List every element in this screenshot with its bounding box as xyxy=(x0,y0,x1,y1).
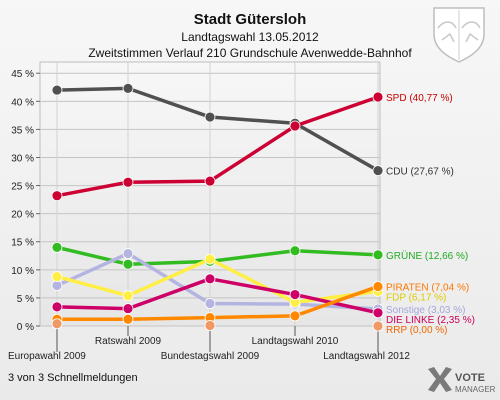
data-point-spd xyxy=(204,175,216,187)
y-axis: 0 % 5 % 10 % 15 % 20 % 25 % 30 % 35 % 40 % 45 % xyxy=(11,69,40,333)
data-point-die-linke xyxy=(204,273,216,285)
y-tick-label: 15 % xyxy=(11,238,34,249)
x-tick-label: Europawahl 2009 xyxy=(8,351,86,362)
end-labels: SPD (40,77 %) CDU (27,67 %) GRÜNE (12,66 %… xyxy=(386,93,475,336)
y-tick-label: 20 % xyxy=(11,210,34,221)
y-tick-label: 10 % xyxy=(11,266,34,277)
x-tick-label: Landtagswahl 2010 xyxy=(252,336,339,347)
data-point-piraten xyxy=(289,310,301,322)
data-point-fdp xyxy=(51,271,63,282)
data-point-gr-ne xyxy=(372,249,384,261)
data-point-cdu xyxy=(122,83,134,94)
data-point-piraten xyxy=(122,313,134,325)
logo-text-vote: VOTE xyxy=(455,372,485,384)
data-point-spd xyxy=(51,190,63,202)
data-point-die-linke xyxy=(122,303,134,314)
y-tick-label: 35 % xyxy=(11,125,34,136)
chart-subtitle: Landtagswahl 13.05.2012 xyxy=(181,30,319,44)
data-point-cdu xyxy=(372,165,384,176)
y-tick-label: 25 % xyxy=(11,182,34,193)
series-end-label-die-linke: DIE LINKE (2,35 %) xyxy=(386,315,475,326)
data-point-spd xyxy=(372,91,384,103)
x-tick-label: Ratswahl 2009 xyxy=(95,336,162,347)
data-point-cdu xyxy=(204,111,216,123)
y-tick-label: 45 % xyxy=(11,69,34,80)
series-end-label-spd: SPD (40,77 %) xyxy=(386,93,453,104)
data-point-spd xyxy=(122,176,134,188)
series-end-label-cdu: CDU (27,67 %) xyxy=(386,167,454,178)
votemanager-logo: VOTE MANAGER xyxy=(428,367,496,394)
series-end-label-sonstige: Sonstige (3,03 %) xyxy=(386,305,466,316)
data-point-die-linke xyxy=(51,301,63,313)
data-point-piraten xyxy=(372,281,384,292)
data-point-rrp xyxy=(372,320,384,332)
y-tick-label: 5 % xyxy=(17,294,34,305)
chart-title: Stadt Gütersloh xyxy=(194,11,307,28)
data-point-sonstige xyxy=(204,298,216,309)
data-point-gr-ne xyxy=(122,258,134,270)
series-end-label-fdp: FDP (6,17 %) xyxy=(386,292,446,303)
x-axis: Europawahl 2009 Ratswahl 2009 Bundestagswa… xyxy=(8,326,410,362)
series-end-label-gr-ne: GRÜNE (12,66 %) xyxy=(386,250,468,262)
series-end-label-rrp: RRP (0,00 %) xyxy=(386,325,448,336)
data-point-gr-ne xyxy=(289,245,301,257)
coat-of-arms-icon xyxy=(433,7,485,63)
data-point-sonstige xyxy=(122,248,134,259)
x-tick-label: Landtagswahl 2012 xyxy=(323,351,410,362)
x-tick-label: Bundestagswahl 2009 xyxy=(161,351,260,362)
data-point-rrp xyxy=(51,318,63,330)
y-tick-label: 30 % xyxy=(11,153,34,164)
status-text: 3 von 3 Schnellmeldungen xyxy=(8,372,138,384)
chart-description: Zweitstimmen Verlauf 210 Grundschule Ave… xyxy=(88,46,412,60)
data-point-fdp xyxy=(122,290,134,302)
y-tick-label: 0 % xyxy=(17,322,34,333)
logo-text-manager: MANAGER xyxy=(455,385,496,394)
data-point-rrp xyxy=(204,320,216,331)
data-point-die-linke xyxy=(372,307,384,319)
series-group xyxy=(51,83,384,332)
ballot-x-icon xyxy=(428,367,452,392)
data-point-fdp xyxy=(204,253,216,265)
data-point-sonstige xyxy=(51,280,63,291)
y-tick-label: 40 % xyxy=(11,97,34,108)
data-point-spd xyxy=(289,120,301,132)
data-point-gr-ne xyxy=(51,241,63,253)
data-point-die-linke xyxy=(289,289,301,300)
series-end-label-piraten: PIRATEN (7,04 %) xyxy=(386,282,469,293)
data-point-cdu xyxy=(51,84,63,96)
grid xyxy=(40,62,380,327)
